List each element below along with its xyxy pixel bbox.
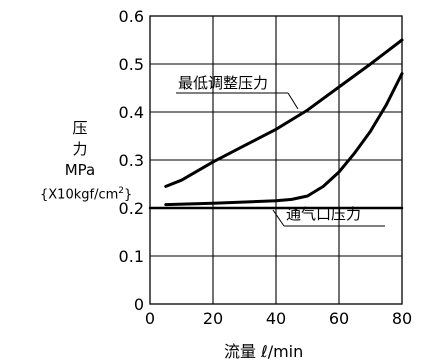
y-tick-label: 0.3 — [119, 151, 144, 170]
x-axis-label: 流量 ℓ/min — [224, 342, 304, 361]
x-tick-label: 80 — [392, 309, 412, 328]
series-label-vent-pressure: 通气口压力 — [286, 205, 361, 223]
y-axis-label-line1: 压 — [72, 119, 88, 137]
y-tick-label: 0 — [134, 295, 144, 314]
grid — [149, 15, 403, 305]
x-tick-label: 20 — [203, 309, 223, 328]
y-tick-label: 0.1 — [119, 247, 144, 266]
y-axis-unit: MPa — [64, 161, 96, 179]
y-axis-label-line2: 力 — [72, 140, 88, 158]
series-label-minimum-pressure: 最低调整压力 — [178, 74, 268, 92]
x-tick-label: 60 — [329, 309, 349, 328]
series-line-1 — [164, 38, 404, 188]
y-tick-label: 0.4 — [119, 103, 144, 122]
y-tick-label: 0.6 — [119, 7, 144, 26]
y-axis-unit-alt-main: {X10kgf/cm — [40, 187, 119, 203]
y-axis-label: 压 力 MPa {X10kgf/cm2} — [40, 118, 132, 205]
y-tick-label: 0.5 — [119, 55, 144, 74]
leader-line — [272, 209, 285, 227]
x-tick-label: 0 — [145, 309, 155, 328]
y-axis-unit-alt: {X10kgf/cm2} — [40, 181, 132, 205]
tick-labels: 0 20 40 60 80 0 0.1 0.2 0.3 0.4 0.5 0.6 — [119, 7, 413, 328]
y-axis-unit-alt-sup: 2 — [118, 186, 125, 196]
series-line-2 — [164, 72, 404, 207]
x-tick-label: 40 — [266, 309, 286, 328]
y-axis-unit-alt-end: } — [124, 187, 133, 203]
leader-line — [287, 92, 299, 110]
series-lines — [148, 38, 404, 210]
y-tick-label: 0.2 — [119, 199, 144, 218]
